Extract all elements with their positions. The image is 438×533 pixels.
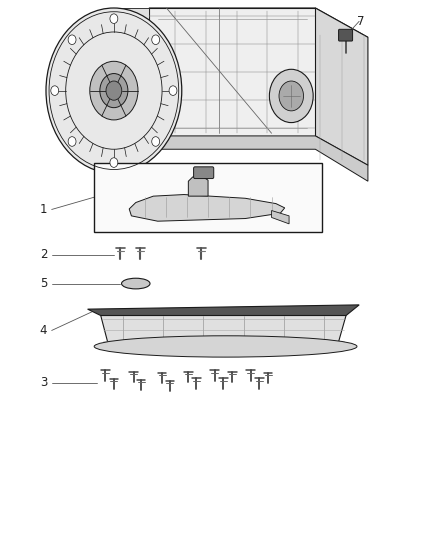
Circle shape <box>100 74 128 108</box>
Polygon shape <box>149 8 315 136</box>
Polygon shape <box>101 316 346 349</box>
FancyBboxPatch shape <box>194 167 214 179</box>
Circle shape <box>269 69 313 123</box>
Text: 2: 2 <box>40 248 47 261</box>
Polygon shape <box>88 305 359 316</box>
Polygon shape <box>149 8 368 37</box>
Text: 6: 6 <box>250 179 257 192</box>
Circle shape <box>279 81 304 111</box>
Text: 7: 7 <box>357 15 364 28</box>
Circle shape <box>68 136 76 146</box>
Circle shape <box>110 14 118 23</box>
Polygon shape <box>88 128 368 181</box>
Polygon shape <box>129 195 285 221</box>
Polygon shape <box>188 176 208 196</box>
Ellipse shape <box>94 336 357 357</box>
FancyBboxPatch shape <box>339 29 353 41</box>
Circle shape <box>68 35 76 45</box>
Text: 4: 4 <box>40 324 47 337</box>
Circle shape <box>110 158 118 167</box>
Circle shape <box>106 81 122 100</box>
Circle shape <box>152 136 159 146</box>
Circle shape <box>51 86 59 95</box>
Circle shape <box>90 61 138 120</box>
Circle shape <box>46 8 182 173</box>
Bar <box>94 163 322 232</box>
Text: 3: 3 <box>40 376 47 389</box>
Ellipse shape <box>121 278 150 289</box>
Text: 1: 1 <box>40 203 47 216</box>
Polygon shape <box>114 8 149 136</box>
Polygon shape <box>315 8 368 165</box>
Circle shape <box>169 86 177 95</box>
Circle shape <box>152 35 159 45</box>
Text: 5: 5 <box>40 277 47 290</box>
Polygon shape <box>272 211 289 224</box>
